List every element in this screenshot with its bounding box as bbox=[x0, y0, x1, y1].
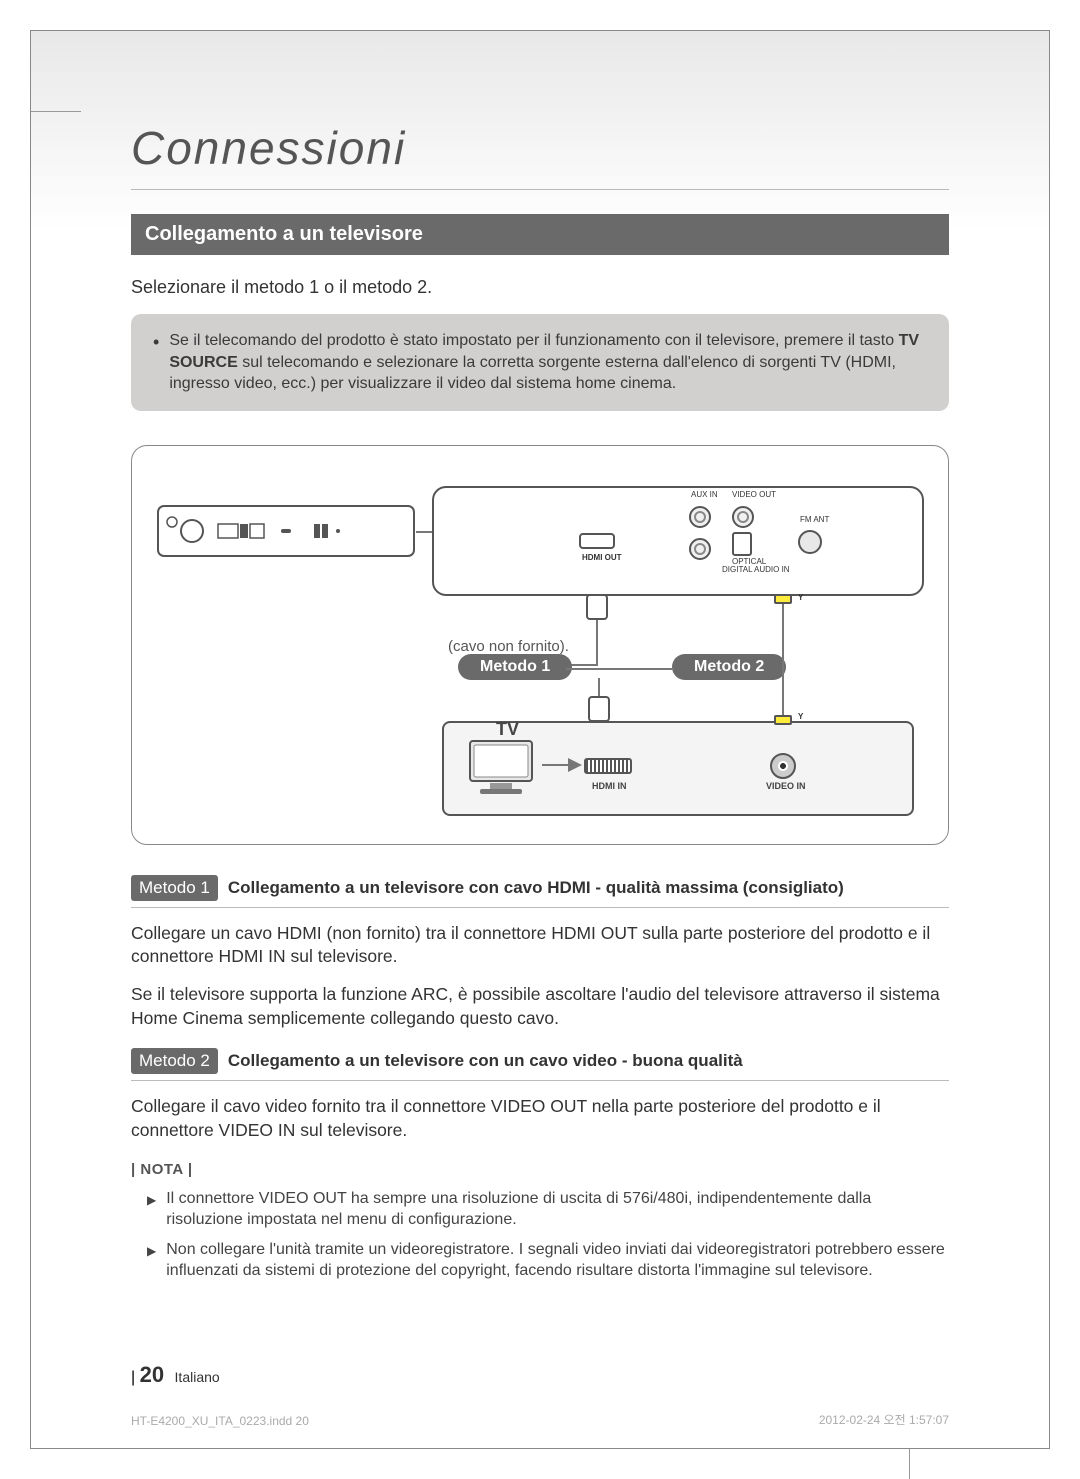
triangle-icon: ▶ bbox=[147, 1188, 156, 1231]
page-language: Italiano bbox=[175, 1369, 220, 1385]
method2-tag: Metodo 2 bbox=[131, 1048, 218, 1074]
video-cable-line bbox=[782, 596, 784, 722]
nota-label: | NOTA | bbox=[131, 1161, 949, 1178]
page-number: 20 bbox=[140, 1362, 164, 1387]
page-title: Connessioni bbox=[131, 121, 949, 175]
tv-icon bbox=[466, 737, 536, 802]
manual-page: Connessioni Collegamento a un televisore… bbox=[30, 30, 1050, 1449]
info-text-before: Se il telecomando del prodotto è stato i… bbox=[169, 332, 898, 349]
tv-label: TV bbox=[496, 719, 519, 740]
hdmi-out-label: HDMI OUT bbox=[582, 554, 622, 562]
hdmi-plug-top-icon bbox=[586, 594, 608, 620]
hdmi-out-port-icon bbox=[579, 533, 615, 549]
triangle-icon: ▶ bbox=[147, 1239, 156, 1282]
method2-section: Metodo 2 Collegamento a un televisore co… bbox=[131, 1048, 949, 1142]
optical-port-icon bbox=[732, 532, 752, 556]
crop-tick bbox=[909, 1449, 910, 1479]
title-underline bbox=[131, 189, 949, 190]
video-in-port-icon bbox=[770, 753, 796, 779]
nota-text: Il connettore VIDEO OUT ha sempre una ri… bbox=[166, 1188, 949, 1231]
method1-heading: Metodo 1 Collegamento a un televisore co… bbox=[131, 875, 949, 908]
nota-list: ▶Il connettore VIDEO OUT ha sempre una r… bbox=[131, 1188, 949, 1282]
section-heading: Collegamento a un televisore bbox=[131, 214, 949, 255]
cable-note: (cavo non fornito). bbox=[448, 638, 569, 655]
method1-section: Metodo 1 Collegamento a un televisore co… bbox=[131, 875, 949, 1031]
nota-item: ▶Il connettore VIDEO OUT ha sempre una r… bbox=[131, 1188, 949, 1231]
crop-mark bbox=[31, 111, 81, 112]
page-footer: | 20 Italiano bbox=[131, 1362, 220, 1388]
method1-tag: Metodo 1 bbox=[131, 875, 218, 901]
aux-port2-icon bbox=[689, 538, 711, 560]
hdmi-in-port-icon bbox=[584, 758, 632, 774]
cable-line bbox=[596, 620, 598, 664]
fm-ant-label: FM ANT bbox=[800, 516, 829, 524]
footer-sep: | bbox=[131, 1369, 135, 1386]
nota-item: ▶Non collegare l'unità tramite un videor… bbox=[131, 1239, 949, 1282]
video-in-label: VIDEO IN bbox=[766, 781, 806, 791]
video-out-label: VIDEO OUT bbox=[732, 491, 776, 499]
print-file-meta: HT-E4200_XU_ITA_0223.indd 20 bbox=[131, 1414, 309, 1428]
method2-p1: Collegare il cavo video fornito tra il c… bbox=[131, 1095, 949, 1142]
y-label-top: Y bbox=[798, 594, 803, 602]
print-date-meta: 2012-02-24 오전 1:57:07 bbox=[819, 1411, 949, 1428]
info-text: Se il telecomando del prodotto è stato i… bbox=[169, 330, 927, 395]
fm-ant-port-icon bbox=[798, 530, 822, 554]
aux-in-label: AUX IN bbox=[691, 491, 718, 499]
aux-in-port-icon bbox=[689, 506, 711, 528]
info-box: • Se il telecomando del prodotto è stato… bbox=[131, 314, 949, 411]
method1-pill: Metodo 1 bbox=[458, 654, 572, 680]
method1-p2: Se il televisore supporta la funzione AR… bbox=[131, 983, 949, 1030]
y-label-bottom: Y bbox=[798, 713, 803, 721]
device-back-panel: HDMI OUT AUX IN VIDEO OUT OPTICAL DIGITA… bbox=[432, 486, 924, 596]
method2-heading: Metodo 2 Collegamento a un televisore co… bbox=[131, 1048, 949, 1081]
video-plug-top-icon bbox=[774, 594, 792, 604]
tv-arrow-icon bbox=[542, 756, 582, 774]
info-text-after: sul telecomando e selezionare la corrett… bbox=[169, 354, 896, 393]
connection-diagram: HDMI OUT AUX IN VIDEO OUT OPTICAL DIGITA… bbox=[131, 445, 949, 845]
bullet-icon: • bbox=[153, 330, 159, 395]
video-out-port-icon bbox=[732, 506, 754, 528]
method2-pill: Metodo 2 bbox=[672, 654, 786, 680]
device-front-icon bbox=[156, 496, 416, 566]
intro-text: Selezionare il metodo 1 o il metodo 2. bbox=[131, 277, 949, 298]
method2-title: Collegamento a un televisore con un cavo… bbox=[228, 1051, 743, 1071]
nota-text: Non collegare l'unità tramite un videore… bbox=[166, 1239, 949, 1282]
method1-title: Collegamento a un televisore con cavo HD… bbox=[228, 878, 844, 898]
pill-connector-line bbox=[566, 668, 674, 670]
hdmi-in-label: HDMI IN bbox=[592, 781, 627, 791]
video-plug-bottom-icon bbox=[774, 715, 792, 725]
digital-audio-label: DIGITAL AUDIO IN bbox=[722, 566, 790, 574]
hdmi-plug-bottom-icon bbox=[588, 696, 610, 722]
info-bullet: • Se il telecomando del prodotto è stato… bbox=[153, 330, 927, 395]
method1-p1: Collegare un cavo HDMI (non fornito) tra… bbox=[131, 922, 949, 969]
